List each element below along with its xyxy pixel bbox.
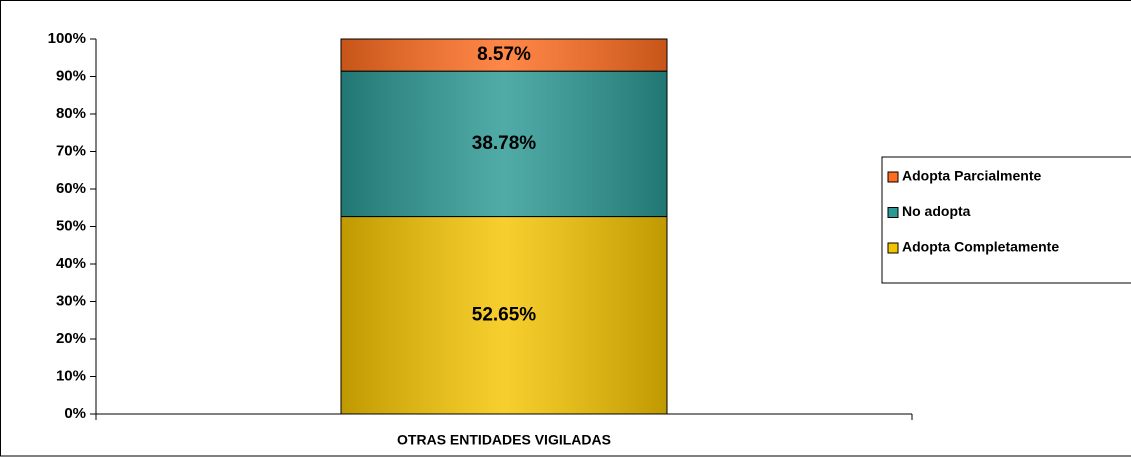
y-tick-label: 90% [56,67,86,84]
y-tick-label: 60% [56,180,86,197]
legend-label: No adopta [902,203,971,219]
y-tick-label: 0% [64,405,86,422]
x-tick-label: OTRAS ENTIDADES VIGILADAS [397,432,611,448]
y-tick-label: 100% [48,30,86,47]
legend-box [881,156,1131,284]
value-label: 38.78% [472,133,537,154]
y-tick-label: 50% [56,217,86,234]
value-label: 8.57% [477,44,531,65]
value-label: 52.65% [472,304,537,325]
legend-label: Adopta Parcialmente [902,168,1041,184]
y-tick-label: 70% [56,142,86,159]
legend-swatch [887,171,899,183]
y-tick-label: 40% [56,255,86,272]
legend-label: Adopta Completamente [902,239,1059,255]
y-tick-label: 80% [56,105,86,122]
legend-swatch [887,242,899,254]
bar-outline [340,38,668,72]
y-tick-label: 10% [56,367,86,384]
legend-swatch [887,207,899,218]
y-tick-label: 30% [56,292,86,309]
y-tick-label: 20% [56,330,86,347]
